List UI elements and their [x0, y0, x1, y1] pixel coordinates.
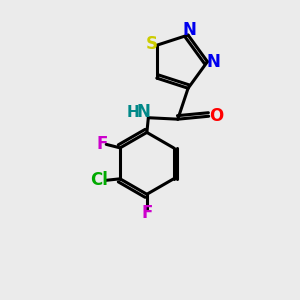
Text: H: H — [127, 105, 140, 120]
Text: S: S — [146, 35, 158, 53]
Text: F: F — [96, 135, 107, 153]
Text: Cl: Cl — [90, 171, 108, 189]
Text: N: N — [137, 103, 151, 122]
Text: F: F — [141, 204, 153, 222]
Text: N: N — [207, 53, 221, 71]
Text: O: O — [209, 107, 223, 125]
Text: N: N — [183, 21, 196, 39]
